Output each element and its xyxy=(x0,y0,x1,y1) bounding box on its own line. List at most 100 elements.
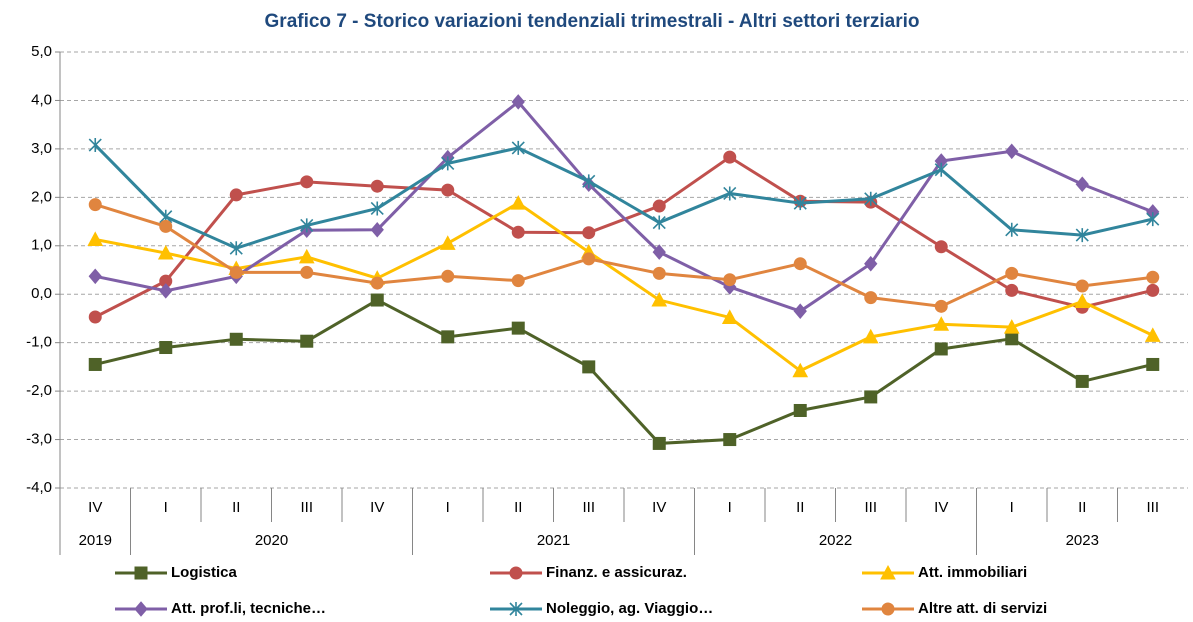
marker xyxy=(300,265,314,279)
marker xyxy=(652,436,666,450)
x-group-label: 2022 xyxy=(819,532,852,549)
x-tick-label: III xyxy=(300,499,313,516)
x-group-label: 2020 xyxy=(255,532,288,549)
marker xyxy=(441,269,455,283)
y-tick-label: 4,0 xyxy=(31,91,52,108)
x-tick-label: III xyxy=(864,499,877,516)
marker xyxy=(300,334,314,348)
x-tick-label: I xyxy=(446,499,450,516)
series-line xyxy=(94,143,1154,250)
legend-label: Noleggio, ag. Viaggio… xyxy=(546,600,713,617)
y-tick-label: -2,0 xyxy=(26,382,52,399)
x-tick-label: III xyxy=(582,499,595,516)
marker xyxy=(1005,283,1019,297)
marker xyxy=(864,390,878,404)
y-tick-label: -1,0 xyxy=(26,334,52,351)
legend-label: Finanz. e assicuraz. xyxy=(546,564,687,581)
x-tick-label: IV xyxy=(652,499,666,516)
marker xyxy=(157,244,174,260)
marker xyxy=(88,357,102,371)
marker xyxy=(441,156,455,171)
y-tick-label: 2,0 xyxy=(31,188,52,205)
marker xyxy=(1003,319,1020,334)
marker xyxy=(134,566,148,580)
marker xyxy=(298,248,315,264)
marker xyxy=(88,138,102,153)
marker xyxy=(652,199,666,213)
marker xyxy=(370,222,384,238)
marker xyxy=(159,341,173,355)
marker xyxy=(441,330,455,344)
marker xyxy=(1146,270,1160,284)
x-tick-label: II xyxy=(1078,499,1086,516)
x-tick-label: III xyxy=(1146,499,1159,516)
marker xyxy=(370,293,384,307)
marker xyxy=(300,175,314,189)
marker xyxy=(229,265,243,279)
marker xyxy=(229,241,243,256)
marker xyxy=(1075,374,1089,388)
marker xyxy=(1005,222,1019,237)
marker xyxy=(1005,332,1019,346)
marker xyxy=(793,403,807,417)
marker xyxy=(1146,283,1160,297)
marker xyxy=(1074,293,1091,308)
marker xyxy=(723,150,737,164)
marker xyxy=(1146,357,1160,371)
series-line xyxy=(94,201,1154,373)
marker xyxy=(510,195,527,210)
marker xyxy=(511,225,525,239)
marker xyxy=(792,362,809,378)
x-tick-label: IV xyxy=(370,499,384,516)
marker xyxy=(1144,327,1161,342)
marker xyxy=(370,276,384,290)
legend-label: Att. immobiliari xyxy=(918,564,1027,581)
marker xyxy=(511,321,525,335)
marker xyxy=(652,266,666,280)
marker xyxy=(934,299,948,313)
chart-title: Grafico 7 - Storico variazioni tendenzia… xyxy=(265,11,920,32)
marker xyxy=(864,255,878,272)
marker xyxy=(1146,212,1160,227)
marker xyxy=(723,433,737,447)
marker xyxy=(1075,279,1089,293)
x-group-label: 2021 xyxy=(537,532,570,549)
marker xyxy=(509,566,523,580)
legend-label: Logistica xyxy=(171,564,238,581)
marker xyxy=(441,183,455,197)
marker xyxy=(511,140,525,155)
y-tick-label: 0,0 xyxy=(31,285,52,302)
marker xyxy=(88,268,102,285)
marker xyxy=(159,283,173,299)
series-line xyxy=(94,298,1154,445)
marker xyxy=(934,240,948,254)
marker xyxy=(1075,176,1089,193)
marker xyxy=(1005,266,1019,280)
y-tick-label: 3,0 xyxy=(31,140,52,157)
marker xyxy=(88,310,102,324)
marker xyxy=(511,274,525,288)
x-group-label: 2019 xyxy=(79,532,112,549)
y-tick-label: -4,0 xyxy=(26,479,52,496)
x-group-label: 2023 xyxy=(1066,532,1099,549)
x-tick-label: IV xyxy=(88,499,102,516)
marker xyxy=(229,188,243,202)
marker xyxy=(793,303,807,319)
x-tick-label: II xyxy=(514,499,522,516)
marker xyxy=(652,215,666,230)
marker xyxy=(88,198,102,212)
x-tick-label: I xyxy=(164,499,168,516)
marker xyxy=(1075,228,1089,243)
marker xyxy=(582,174,596,189)
series-line xyxy=(94,99,1154,313)
marker xyxy=(934,162,948,177)
marker xyxy=(370,179,384,193)
marker xyxy=(862,328,879,344)
marker xyxy=(651,291,668,307)
x-tick-label: IV xyxy=(934,499,948,516)
x-tick-label: II xyxy=(232,499,240,516)
marker xyxy=(793,196,807,211)
x-tick-label: I xyxy=(1010,499,1014,516)
marker xyxy=(721,309,738,324)
